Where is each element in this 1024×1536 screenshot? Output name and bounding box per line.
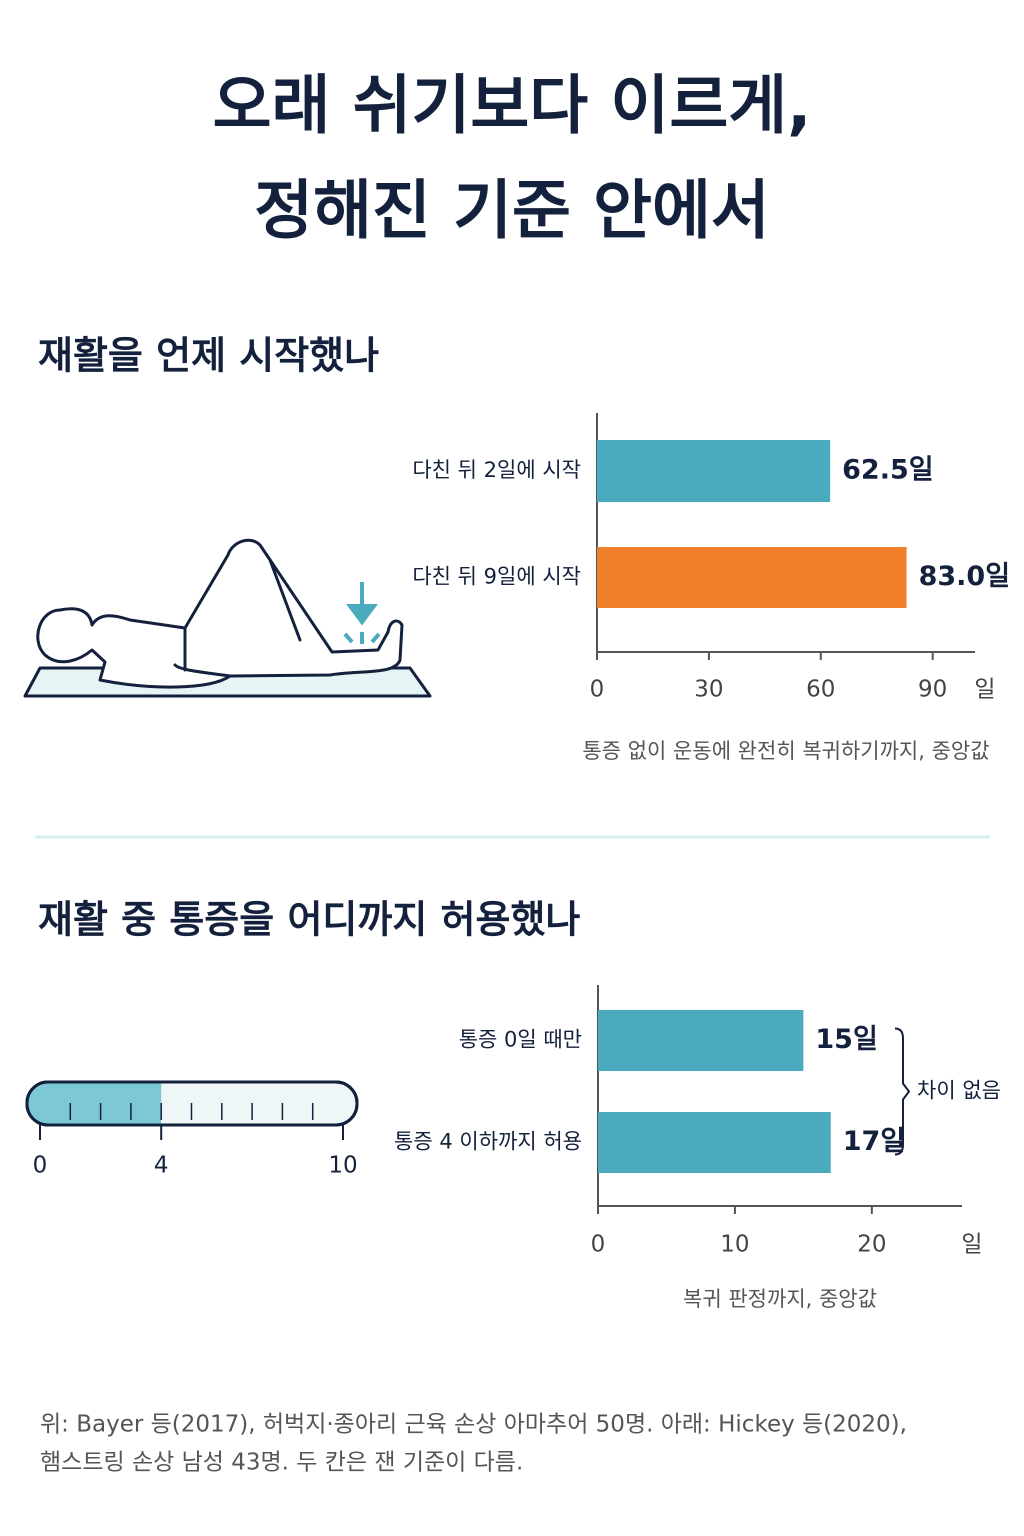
value-label: 83.0일: [919, 561, 1010, 592]
title: 오래 쉬기보다 이르게,: [213, 70, 812, 144]
title: 정해진 기준 안에서: [254, 175, 770, 249]
value-label: 62.5일: [842, 455, 933, 486]
scale-label: 10: [328, 1153, 357, 1179]
x-tick-label: 0: [590, 677, 605, 703]
x-unit: 일: [974, 677, 995, 703]
bracket: [894, 1027, 911, 1156]
bar: [598, 1010, 804, 1071]
footnote: 햄스트링 손상 남성 43명. 두 칸은 잰 기준이 다름.: [40, 1450, 523, 1476]
category-label: 통증 0일 때만: [459, 1028, 582, 1052]
category-label: 통증 4 이하까지 허용: [394, 1130, 582, 1154]
x-unit: 일: [961, 1232, 982, 1258]
category-label: 다친 뒤 2일에 시작: [412, 458, 581, 482]
category-label: 다친 뒤 9일에 시작: [412, 565, 581, 589]
x-tick-label: 90: [918, 677, 947, 703]
illustration: [23, 538, 432, 698]
pain-arrow: [343, 582, 381, 644]
x-axis-label: 복귀 판정까지, 중앙값: [683, 1287, 877, 1311]
bar: [597, 440, 831, 502]
x-tick-label: 30: [694, 677, 723, 703]
scale-fill: [28, 1083, 162, 1124]
x-axis-label: 통증 없이 운동에 완전히 복귀하기까지, 중앙값: [582, 739, 989, 763]
footnote: 위: Bayer 등(2017), 허벅지·종아리 근육 손상 아마추어 50명…: [40, 1412, 907, 1438]
x-tick-label: 10: [720, 1232, 749, 1258]
scale-label: 4: [154, 1153, 169, 1179]
bar: [597, 547, 907, 608]
x-tick-label: 0: [591, 1232, 606, 1258]
scale-label: 0: [33, 1153, 48, 1179]
x-tick-label: 20: [857, 1232, 886, 1258]
scale-outline: [25, 1080, 359, 1127]
bar: [598, 1112, 831, 1173]
annotation: 차이 없음: [917, 1079, 1001, 1103]
value-label: 15일: [815, 1024, 877, 1055]
section-title: 재활 중 통증을 어디까지 허용했나: [38, 898, 580, 942]
section-title: 재활을 언제 시작했나: [38, 334, 379, 378]
value-label: 17일: [843, 1126, 905, 1157]
x-tick-label: 60: [806, 677, 835, 703]
